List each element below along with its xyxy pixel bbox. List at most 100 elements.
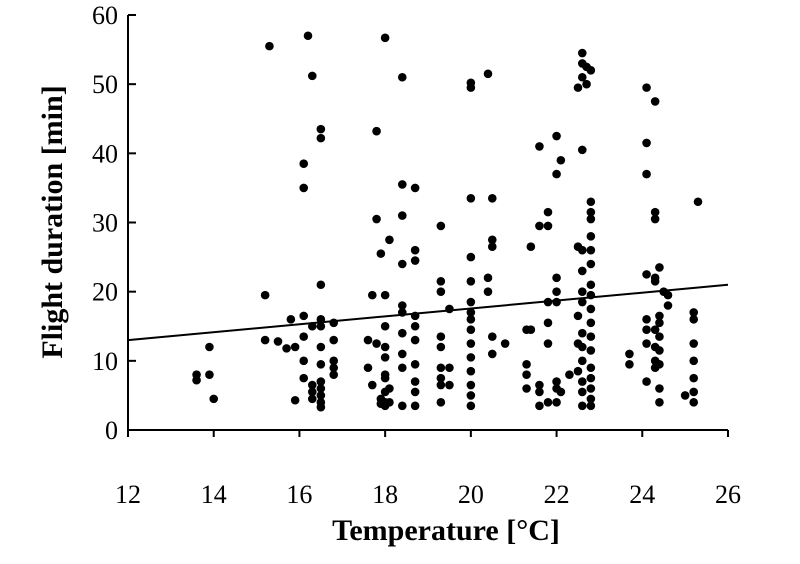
data-point xyxy=(586,318,596,328)
data-point xyxy=(586,304,596,314)
data-point xyxy=(445,304,454,314)
data-point xyxy=(663,301,673,310)
data-point xyxy=(466,366,476,376)
data-point xyxy=(466,308,476,317)
data-point xyxy=(299,183,309,193)
data-point xyxy=(655,318,664,328)
data-point xyxy=(543,318,553,328)
data-point xyxy=(577,266,587,276)
data-point xyxy=(282,344,291,353)
data-point xyxy=(586,363,596,373)
data-point xyxy=(372,339,381,348)
data-point xyxy=(316,133,326,143)
data-point xyxy=(552,273,561,283)
data-point xyxy=(552,377,561,386)
data-point xyxy=(372,126,381,136)
data-point xyxy=(535,142,544,151)
data-point xyxy=(397,301,407,310)
data-point xyxy=(192,375,201,385)
data-point xyxy=(410,387,420,397)
data-point xyxy=(410,183,420,193)
data-point xyxy=(552,131,561,141)
data-point xyxy=(410,377,420,386)
data-point xyxy=(586,346,596,355)
data-point xyxy=(625,359,634,369)
data-point xyxy=(316,402,326,412)
data-point xyxy=(397,259,407,269)
y-tick-label: 60 xyxy=(92,1,118,30)
data-point xyxy=(642,377,651,386)
data-point xyxy=(689,339,699,348)
data-point xyxy=(655,346,664,355)
data-point xyxy=(573,366,583,376)
data-point xyxy=(650,214,660,224)
x-tick-label: 22 xyxy=(544,480,570,509)
data-point xyxy=(290,342,300,352)
data-point xyxy=(410,245,420,255)
data-point xyxy=(543,339,553,348)
data-point xyxy=(586,384,596,393)
data-point xyxy=(586,401,596,411)
data-point xyxy=(436,342,446,352)
data-point xyxy=(466,315,476,324)
data-point xyxy=(655,332,664,341)
data-point xyxy=(487,242,497,252)
data-point xyxy=(689,398,699,407)
data-point xyxy=(650,276,660,286)
data-point xyxy=(693,197,703,207)
data-point xyxy=(642,169,651,179)
data-point xyxy=(466,193,476,203)
data-point xyxy=(385,398,394,407)
data-point xyxy=(385,235,394,245)
data-point xyxy=(436,276,446,286)
data-point xyxy=(535,380,544,390)
data-point xyxy=(689,356,699,366)
data-point xyxy=(526,325,536,335)
y-tick-label: 30 xyxy=(92,209,118,238)
data-point xyxy=(299,159,309,169)
data-point xyxy=(573,83,583,92)
data-point xyxy=(483,273,493,283)
data-point xyxy=(552,398,561,407)
data-point xyxy=(586,332,596,341)
data-point xyxy=(316,359,326,369)
data-point xyxy=(577,356,587,366)
data-point xyxy=(290,395,300,405)
data-point xyxy=(642,138,651,148)
data-point xyxy=(552,297,561,307)
x-tick-label: 20 xyxy=(458,480,484,509)
data-point xyxy=(397,72,407,82)
data-point xyxy=(586,214,596,224)
data-point xyxy=(299,373,309,383)
data-point xyxy=(582,79,591,89)
data-point xyxy=(577,297,587,307)
data-point xyxy=(577,245,587,255)
data-point xyxy=(466,339,476,348)
y-tick-label: 50 xyxy=(92,70,118,99)
data-point xyxy=(380,342,390,352)
data-point xyxy=(436,332,446,341)
y-tick-label: 0 xyxy=(105,416,118,445)
data-point xyxy=(260,290,270,300)
data-point xyxy=(466,325,476,335)
data-point xyxy=(586,197,596,207)
data-point xyxy=(436,373,446,383)
data-point xyxy=(299,311,309,321)
data-point xyxy=(363,363,373,373)
data-point xyxy=(397,180,407,189)
data-point xyxy=(286,315,296,324)
data-point xyxy=(466,252,476,262)
data-point xyxy=(445,380,454,390)
data-point xyxy=(655,263,664,272)
data-point xyxy=(273,337,283,346)
data-point xyxy=(586,245,596,255)
data-point xyxy=(577,387,587,397)
data-point xyxy=(466,353,476,362)
data-point xyxy=(535,387,544,397)
data-point xyxy=(655,398,664,407)
data-point xyxy=(642,325,651,335)
data-point xyxy=(586,259,596,269)
data-point xyxy=(642,315,651,324)
plot-area: 0 10 20 30 40 50 60 12 14 16 18 20 22 24 26 xyxy=(92,1,741,509)
